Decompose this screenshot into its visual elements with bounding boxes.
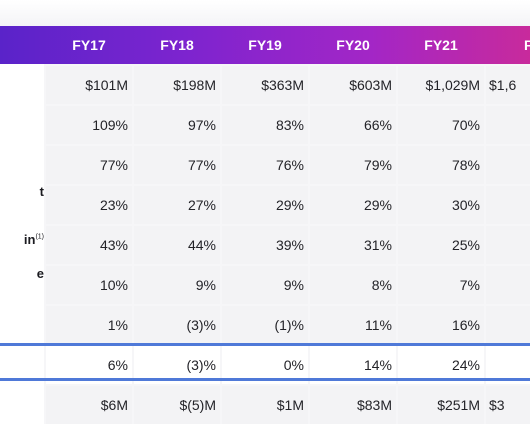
table-cell: $83M [310,386,396,424]
table-cell: $603M [310,66,396,104]
table-cell: $1M [222,386,308,424]
table-cell: 25% [398,226,484,264]
column-header-fy20: FY20 [336,37,370,53]
column-header-fy17: FY17 [72,37,106,53]
table-cell: 7% [398,266,484,304]
table-cell: 1% [46,306,132,344]
table-cell: 109% [46,106,132,144]
row-label: e [36,266,44,281]
top-strip [0,0,530,26]
table-cell: 9% [134,266,220,304]
table-cell: 6% [46,346,132,384]
table-cell: 14% [310,346,396,384]
table-cell: 66% [310,106,396,144]
table-cell [486,226,530,264]
table-cell: 29% [310,186,396,224]
table-cell: (3)% [134,306,220,344]
column-header-fy18: FY18 [160,37,194,53]
column-header-partial: F [524,37,530,53]
row-label-column: t in(1) e [0,64,44,442]
table-cell [486,186,530,224]
table-cell: 83% [222,106,308,144]
table-cell: $251M [398,386,484,424]
table-cell: 39% [222,226,308,264]
table-cell: 23% [46,186,132,224]
table-cell: 44% [134,226,220,264]
table-cell [486,146,530,184]
table-cell: 9% [222,266,308,304]
table-cell: 77% [134,146,220,184]
footnote-marker: (1) [35,233,44,241]
table-cell: 78% [398,146,484,184]
table-cell: 76% [222,146,308,184]
table-header: FY17 FY18 FY19 FY20 FY21 F [0,26,530,64]
column-header-fy21: FY21 [424,37,458,53]
table-cell: $1,6 [486,66,530,104]
table-cell: $3 [486,386,530,424]
table-cell: 97% [134,106,220,144]
table-cell [486,306,530,344]
table-cell: (1)% [222,306,308,344]
table-cell: 43% [46,226,132,264]
bottom-margin [0,424,530,442]
table-cell: 11% [310,306,396,344]
table-cell: 8% [310,266,396,304]
table-cell: $101M [46,66,132,104]
row-label: in(1) [23,232,44,247]
table-cell [486,266,530,304]
table-cell: 27% [134,186,220,224]
table-cell: 16% [398,306,484,344]
table-cell: 29% [222,186,308,224]
table-cell: 77% [46,146,132,184]
table-cell [486,346,530,384]
table-cell: 30% [398,186,484,224]
table-cell: 24% [398,346,484,384]
table-cell: 70% [398,106,484,144]
table-cell: 79% [310,146,396,184]
table-cell: 0% [222,346,308,384]
row-label: t [39,184,44,199]
table-cell: $363M [222,66,308,104]
table-cell: 10% [46,266,132,304]
table-cell: (3)% [134,346,220,384]
table-cell: $6M [46,386,132,424]
table-cell: $1,029M [398,66,484,104]
table-cell: $198M [134,66,220,104]
table-cell: 31% [310,226,396,264]
table-cell [486,106,530,144]
table-cell: $(5)M [134,386,220,424]
column-header-fy19: FY19 [248,37,282,53]
data-grid: $101M $198M $363M $603M $1,029M $1,6 109… [44,64,530,442]
